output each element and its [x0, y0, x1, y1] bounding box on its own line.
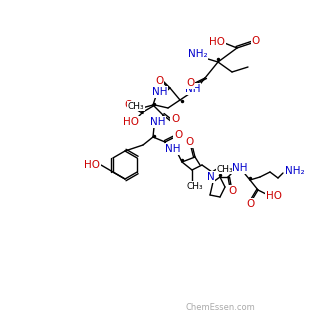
Text: O: O: [186, 78, 194, 88]
Text: NH₂: NH₂: [285, 166, 305, 176]
Text: N: N: [207, 172, 215, 182]
Text: HO: HO: [266, 191, 282, 201]
Text: CH₃: CH₃: [217, 164, 233, 173]
Text: O: O: [228, 186, 236, 196]
Text: NH: NH: [150, 117, 166, 127]
Text: HO: HO: [123, 117, 139, 127]
Text: NH: NH: [165, 144, 181, 154]
Text: CH₃: CH₃: [187, 181, 203, 190]
Text: NH: NH: [152, 87, 168, 97]
Text: NH₂: NH₂: [188, 49, 208, 59]
Text: CH₃: CH₃: [128, 101, 144, 110]
Text: O: O: [174, 130, 182, 140]
Text: NH: NH: [232, 163, 248, 173]
Text: O: O: [246, 199, 254, 209]
Text: HO: HO: [84, 160, 100, 170]
Text: O: O: [252, 36, 260, 46]
Text: O: O: [171, 114, 179, 124]
Text: O: O: [155, 76, 163, 86]
Text: ChemEssen.com: ChemEssen.com: [185, 303, 255, 312]
Text: O: O: [185, 137, 193, 147]
Text: HO: HO: [209, 37, 225, 47]
Text: O: O: [124, 100, 132, 110]
Text: NH: NH: [185, 84, 201, 94]
